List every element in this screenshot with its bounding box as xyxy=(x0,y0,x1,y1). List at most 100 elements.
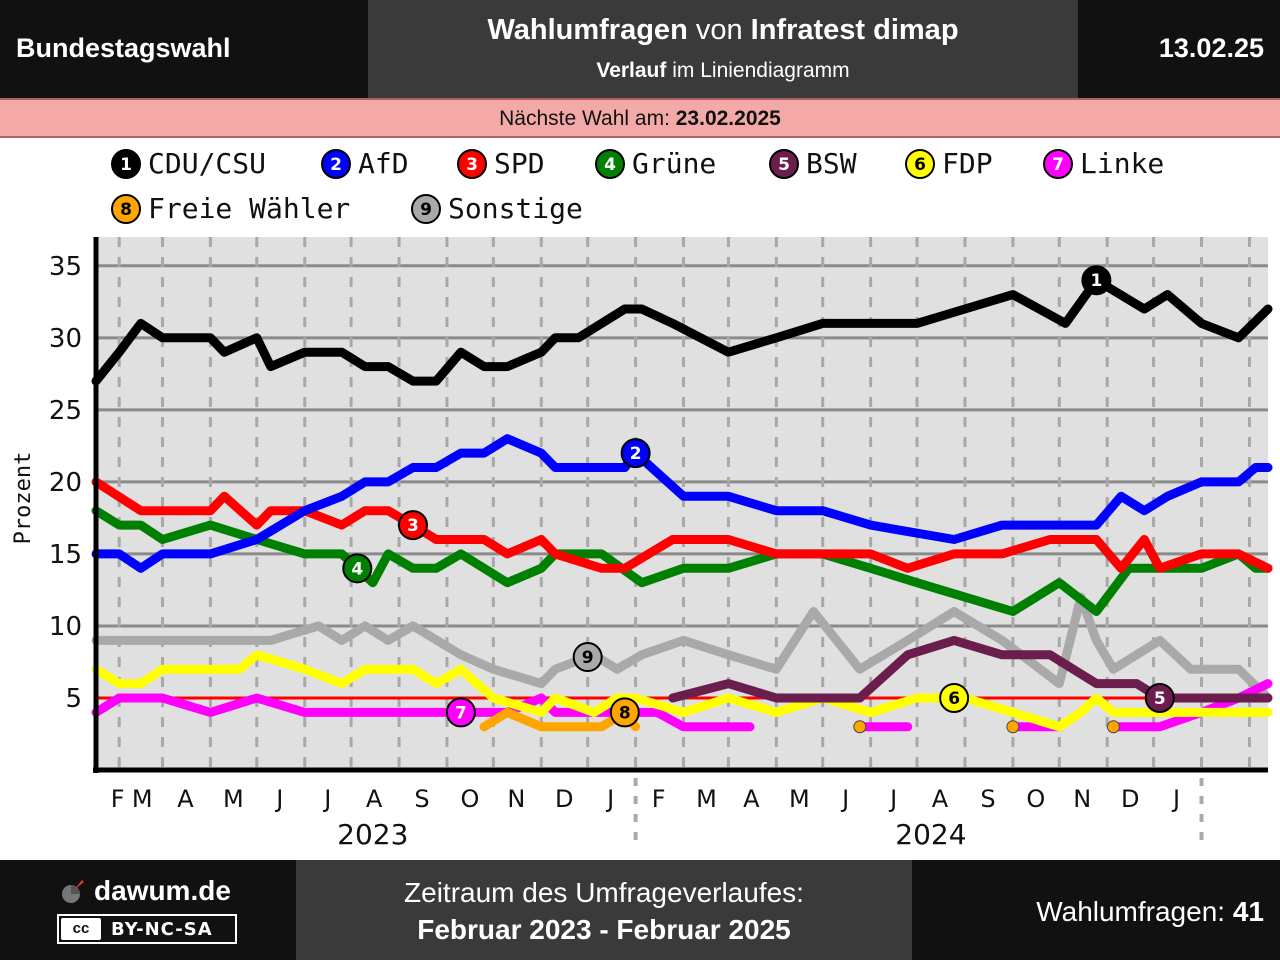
header-bar: Bundestagswahl Wahlumfragen von Infrates… xyxy=(0,0,1280,98)
x-year-label: 2024 xyxy=(895,818,966,851)
polls-count: Wahlumfragen: 41 xyxy=(1036,896,1264,927)
x-month-label: M xyxy=(789,785,810,813)
y-tick-label: 15 xyxy=(49,540,82,570)
publish-date: 13.02.25 xyxy=(1158,33,1264,63)
legend-number: 3 xyxy=(466,155,478,175)
legend-number: 1 xyxy=(120,155,132,175)
marker-circle xyxy=(1081,265,1112,296)
y-tick-label: 30 xyxy=(49,324,82,354)
legend-label: Freie Wähler xyxy=(148,192,350,225)
legend-label: BSW xyxy=(806,147,857,180)
x-month-label: N xyxy=(507,785,525,813)
y-tick-label: 5 xyxy=(65,684,82,714)
footer-left: dawum.de cc BY-NC-SA xyxy=(0,860,296,960)
series-line-grüne xyxy=(91,506,1273,616)
x-month-label: J xyxy=(840,785,849,813)
next-election-date: 23.02.2025 xyxy=(675,107,781,130)
x-month-label: N xyxy=(1073,785,1091,813)
license-text: BY-NC-SA xyxy=(111,919,213,940)
x-month-label: J xyxy=(605,785,614,813)
x-month-label: J xyxy=(1171,785,1180,813)
y-tick-label: 35 xyxy=(49,252,82,282)
marker-number: 7 xyxy=(455,703,467,723)
y-tick-label: 20 xyxy=(49,468,82,498)
segment-start-dot xyxy=(1006,720,1020,734)
legend-marker xyxy=(905,149,935,179)
x-month-label: J xyxy=(888,785,897,813)
legend-number: 6 xyxy=(914,155,926,175)
series-marker: 9 xyxy=(572,642,603,673)
election-title: Bundestagswahl xyxy=(16,33,231,63)
series-marker: 2 xyxy=(620,438,651,469)
plot-area xyxy=(96,237,1268,770)
series-markers: 9 7 8 6 5 4 3 2 1 xyxy=(342,265,1175,734)
x-month-label: S xyxy=(414,785,429,813)
marker-circle xyxy=(1144,682,1175,713)
period-label: Zeitraum des Umfrageverlaufes: xyxy=(404,877,804,908)
legend-item: 1 CDU/CSU xyxy=(111,147,266,180)
legend-marker xyxy=(1043,149,1073,179)
legend-item: 8 Freie Wähler xyxy=(111,192,350,225)
legend-number: 8 xyxy=(120,200,132,220)
marker-number: 9 xyxy=(582,648,594,668)
series-line-sonstige xyxy=(91,592,1273,703)
footer-polls: Wahlumfragen: 41 xyxy=(912,860,1280,960)
marker-circle xyxy=(620,438,651,469)
series-marker: 7 xyxy=(445,697,476,728)
legend-marker xyxy=(769,149,799,179)
legend-item: 7 Linke xyxy=(1043,147,1164,180)
legend-marker xyxy=(111,194,141,224)
legend-item: 5 BSW xyxy=(769,147,857,180)
marker-number: 8 xyxy=(619,703,631,723)
marker-circle xyxy=(572,642,603,673)
x-month-label: A xyxy=(366,785,383,813)
legend-marker xyxy=(411,194,441,224)
marker-number: 4 xyxy=(351,559,363,579)
series-lines xyxy=(91,275,1273,732)
x-month-label: D xyxy=(1121,785,1139,813)
legend-item: 2 AfD xyxy=(321,147,409,180)
marker-number: 2 xyxy=(630,444,642,464)
legend-label: Linke xyxy=(1080,147,1164,180)
footer-period: Zeitraum des Umfrageverlaufes: Februar 2… xyxy=(296,860,912,960)
x-month-label: F xyxy=(111,785,125,813)
marker-circle xyxy=(939,682,970,713)
legend-label: AfD xyxy=(358,147,409,180)
header-right: 13.02.25 xyxy=(1078,0,1280,98)
marker-number: 3 xyxy=(407,516,419,536)
license-badge[interactable]: cc BY-NC-SA xyxy=(57,914,237,944)
legend-item: 3 SPD xyxy=(457,147,545,180)
y-tick-label: 25 xyxy=(49,396,82,426)
series-line-spd xyxy=(91,477,1273,573)
legend-label: Sonstige xyxy=(448,192,583,225)
x-month-label: J xyxy=(322,785,331,813)
series-marker: 3 xyxy=(397,510,428,541)
series-marker: 5 xyxy=(1144,682,1175,713)
series-marker: 4 xyxy=(342,553,373,584)
series-marker: 6 xyxy=(939,682,970,713)
marker-number: 5 xyxy=(1154,689,1166,709)
x-month-label: M xyxy=(132,785,153,813)
legend-marker xyxy=(321,149,351,179)
dawum-logo-icon xyxy=(62,880,84,903)
poll-line-chart: 1 CDU/CSU 2 AfD 3 SPD 4 Grüne 5 BSW 6 FDP 7 Linke 8 Fre… xyxy=(11,147,1273,851)
marker-number: 6 xyxy=(948,689,960,709)
series-line-afd xyxy=(91,434,1273,573)
legend-label: Grüne xyxy=(632,147,716,180)
brand-name[interactable]: dawum.de xyxy=(94,875,231,906)
footer: dawum.de cc BY-NC-SA Zeitraum des Umfrag… xyxy=(0,860,1280,960)
marker-circle xyxy=(397,510,428,541)
segment-start-dot xyxy=(1106,720,1120,734)
period-value: Februar 2023 - Februar 2025 xyxy=(417,914,791,945)
y-axis-label: Prozent xyxy=(11,452,36,545)
legend-item: 6 FDP xyxy=(905,147,993,180)
legend-label: SPD xyxy=(494,147,545,180)
legend-number: 7 xyxy=(1052,155,1064,175)
chart-title: Wahlumfragen von Infratest dimap xyxy=(487,14,959,46)
marker-circle xyxy=(342,553,373,584)
chart-subtitle: Verlauf im Liniendiagramm xyxy=(596,59,850,82)
header-center: Wahlumfragen von Infratest dimap Verlauf… xyxy=(368,0,1078,98)
x-month-label: A xyxy=(177,785,194,813)
legend-label: CDU/CSU xyxy=(148,147,266,180)
